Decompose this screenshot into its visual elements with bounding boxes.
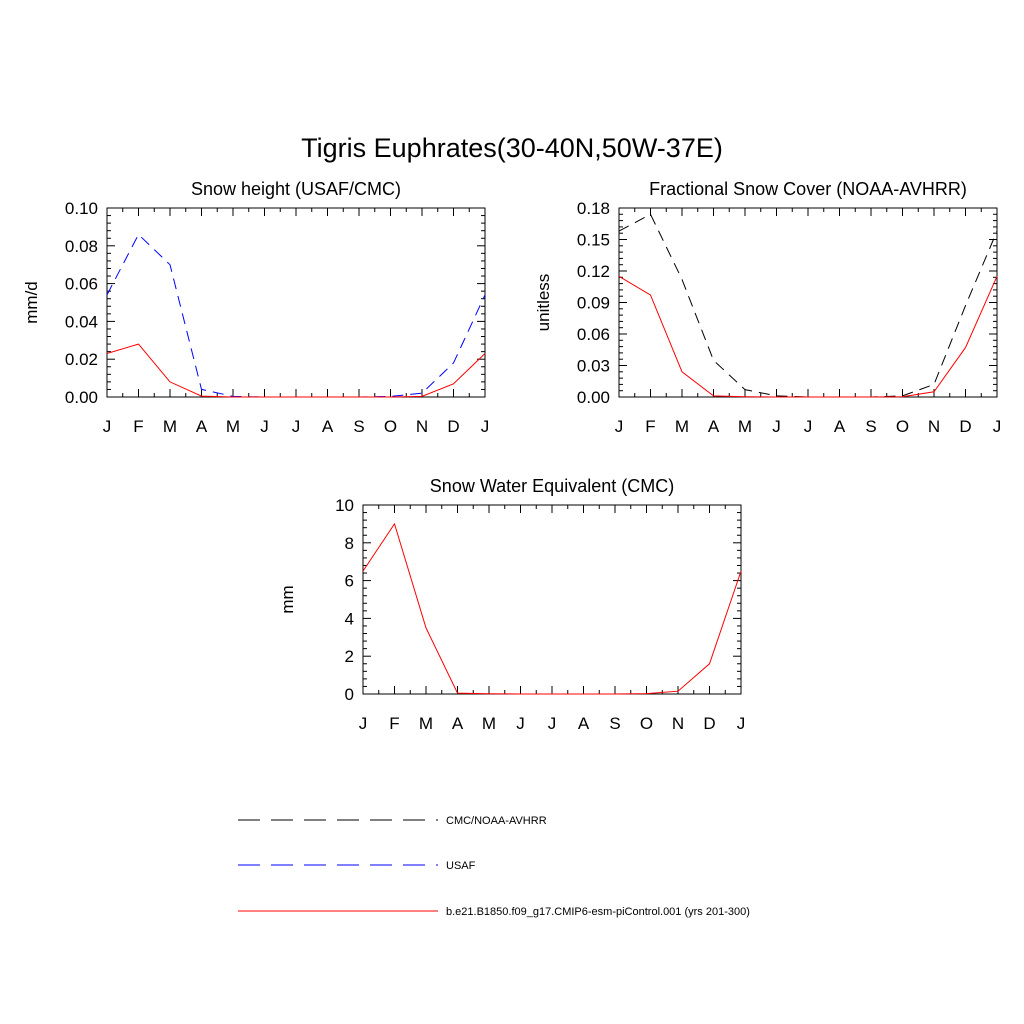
x-tick-label: J — [737, 714, 746, 733]
series-line — [106, 233, 486, 398]
plot-frame — [106, 207, 486, 398]
x-tick-label: J — [993, 417, 1002, 436]
legend-label-model: b.e21.B1850.f09_g17.CMIP6-esm-piControl.… — [446, 906, 750, 918]
series-line — [618, 213, 998, 398]
snow-water-equivalent-panel: Snow Water Equivalent (CMC)J F M A M J J A S O N D J… — [278, 476, 745, 733]
series-line — [106, 343, 486, 398]
x-tick-label: M — [675, 417, 689, 436]
plot-frame — [618, 207, 998, 398]
y-tick-label: 4 — [345, 609, 354, 628]
series-line — [618, 275, 998, 398]
x-tick-label: J — [548, 714, 557, 733]
x-tick-label: O — [896, 417, 909, 436]
panel-title: Snow height (USAF/CMC) — [191, 179, 401, 199]
x-tick-label: F — [389, 714, 399, 733]
y-axis-label: mm — [278, 585, 297, 613]
x-tick-label: N — [416, 417, 428, 436]
x-tick-label: N — [928, 417, 940, 436]
x-tick-label: J — [481, 417, 490, 436]
y-tick-label: 0.09 — [577, 294, 610, 313]
x-tick-label: N — [672, 714, 684, 733]
x-tick-label: A — [834, 417, 846, 436]
x-tick-label: F — [645, 417, 655, 436]
y-tick-label: 0.08 — [65, 237, 98, 256]
x-tick-label: J — [804, 417, 813, 436]
y-tick-label: 0 — [345, 685, 354, 704]
x-tick-label: M — [163, 417, 177, 436]
plot-frame — [362, 504, 742, 695]
y-axis-label: unitless — [534, 274, 553, 332]
x-tick-label: D — [703, 714, 715, 733]
y-tick-label: 0.12 — [577, 262, 610, 281]
x-tick-label: M — [419, 714, 433, 733]
x-tick-label: J — [615, 417, 624, 436]
legend-label-cmc-noaa-avhrr: CMC/NOAA-AVHRR — [446, 815, 547, 827]
x-tick-label: S — [865, 417, 876, 436]
x-tick-label: J — [103, 417, 112, 436]
x-tick-label: J — [516, 714, 525, 733]
x-tick-label: M — [738, 417, 752, 436]
panel-title: Snow Water Equivalent (CMC) — [430, 476, 674, 496]
x-tick-label: J — [772, 417, 781, 436]
y-tick-label: 0.06 — [65, 275, 98, 294]
x-tick-label: J — [260, 417, 269, 436]
x-tick-label: M — [482, 714, 496, 733]
x-tick-label: A — [578, 714, 590, 733]
x-tick-label: J — [359, 714, 368, 733]
y-tick-label: 8 — [345, 534, 354, 553]
x-tick-label: D — [959, 417, 971, 436]
x-tick-label: A — [322, 417, 334, 436]
legend-label-usaf: USAF — [446, 860, 476, 872]
figure-title: Tigris Euphrates(30-40N,50W-37E) — [301, 133, 723, 163]
x-tick-label: M — [226, 417, 240, 436]
x-tick-label: O — [640, 714, 653, 733]
y-tick-label: 0.18 — [577, 199, 610, 218]
y-tick-label: 6 — [345, 572, 354, 591]
y-tick-label: 0.00 — [577, 388, 610, 407]
fractional-snow-cover-panel: Fractional Snow Cover (NOAA-AVHRR)J F M A M J… — [534, 179, 1001, 436]
x-tick-label: O — [384, 417, 397, 436]
x-tick-label: A — [708, 417, 720, 436]
x-tick-label: A — [196, 417, 208, 436]
y-tick-label: 0.03 — [577, 357, 610, 376]
legend: CMC/NOAA-AVHRR USAF b.e21.B1850.f09_g17.… — [238, 815, 750, 918]
y-tick-label: 0.15 — [577, 231, 610, 250]
x-tick-label: S — [609, 714, 620, 733]
snow-height-panel: Snow height (USAF/CMC)J F M A M J J A S O N D J0.000… — [22, 179, 489, 436]
x-tick-label: S — [353, 417, 364, 436]
series-line — [362, 522, 742, 695]
x-tick-label: J — [292, 417, 301, 436]
y-tick-label: 0.02 — [65, 350, 98, 369]
y-tick-label: 0.10 — [65, 199, 98, 218]
y-tick-label: 0.04 — [65, 312, 98, 331]
x-tick-label: F — [133, 417, 143, 436]
y-tick-label: 10 — [335, 496, 354, 515]
panel-title: Fractional Snow Cover (NOAA-AVHRR) — [649, 179, 967, 199]
y-tick-label: 2 — [345, 647, 354, 666]
y-axis-label: mm/d — [22, 281, 41, 324]
x-tick-label: D — [447, 417, 459, 436]
y-tick-label: 0.06 — [577, 325, 610, 344]
y-tick-label: 0.00 — [65, 388, 98, 407]
x-tick-label: A — [452, 714, 464, 733]
